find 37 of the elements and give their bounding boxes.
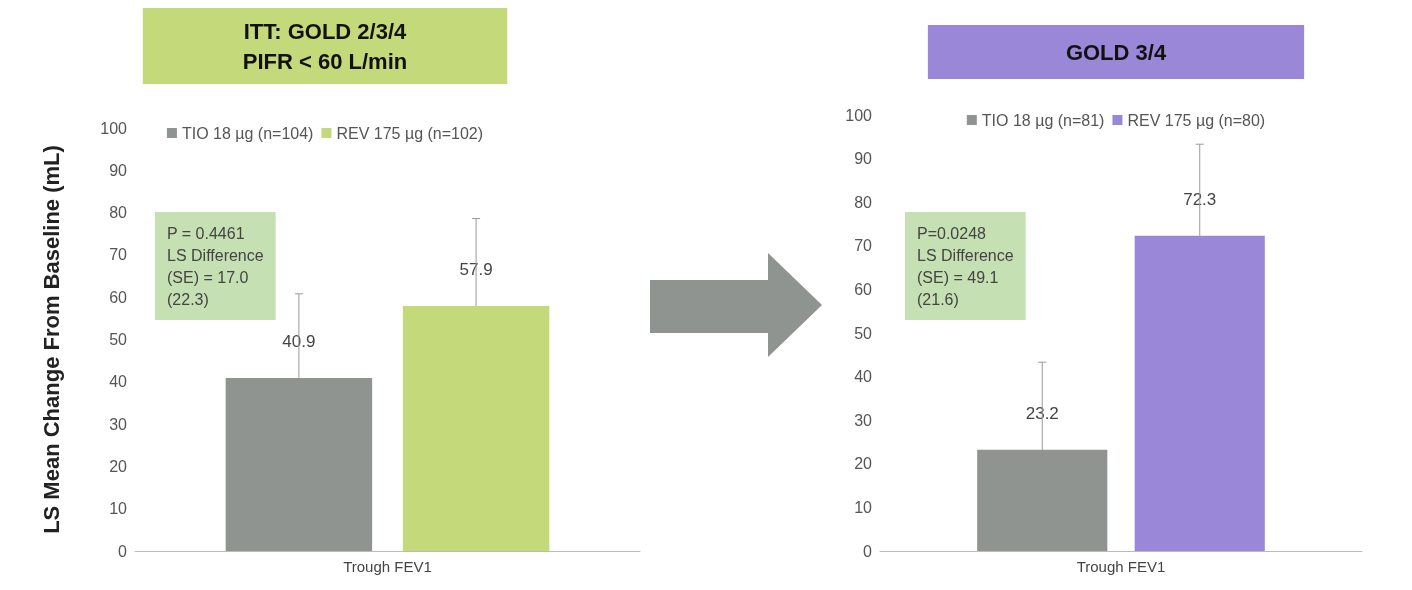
y-tick-label: 40 (854, 368, 873, 386)
annotation: P = 0.4461 LS Difference (SE) = 17.0 (22.3) (167, 224, 264, 308)
x-tick-label: Trough FEV1 (343, 558, 432, 575)
data-label: 72.3 (1183, 189, 1217, 209)
y-tick-label: 0 (118, 542, 128, 560)
legend-label: REV 175 µg (n=102) (336, 124, 484, 142)
data-label: 40.9 (282, 331, 316, 351)
legend-label: REV 175 µg (n=80) (1127, 111, 1266, 129)
y-tick-label: 50 (854, 324, 873, 342)
legend-label: TIO 18 µg (n=81) (981, 111, 1105, 129)
legend-label: TIO 18 µg (n=104) (181, 124, 314, 142)
y-tick-label: 10 (109, 500, 128, 518)
y-tick-label: 40 (109, 373, 128, 391)
y-axis-title: LS Mean Change From Baseline (mL) (38, 145, 64, 534)
y-tick-label: 70 (109, 246, 128, 264)
chart-title: ITT: GOLD 2/3/4 PIFR < 60 L/min (242, 18, 408, 74)
annotation: P=0.0248 LS Difference (SE) = 49.1 (21.6) (917, 224, 1014, 308)
y-tick-label: 90 (109, 161, 128, 179)
data-label: 23.2 (1025, 403, 1059, 423)
y-tick-label: 10 (854, 498, 873, 516)
y-tick-label: 100 (100, 119, 128, 137)
data-label: 57.9 (459, 260, 493, 280)
y-tick-label: 80 (854, 193, 873, 211)
y-tick-label: 70 (854, 237, 873, 255)
y-tick-label: 60 (109, 288, 128, 306)
y-tick-label: 30 (854, 411, 873, 429)
y-tick-label: 90 (854, 150, 873, 168)
y-tick-label: 30 (109, 415, 128, 433)
y-tick-label: 100 (845, 106, 873, 124)
chart-title: GOLD 3/4 (1065, 39, 1167, 65)
y-tick-label: 80 (109, 204, 128, 222)
y-tick-label: 50 (109, 331, 128, 348)
y-tick-label: 0 (863, 542, 873, 560)
y-tick-label: 60 (854, 280, 873, 298)
y-tick-label: 20 (854, 455, 873, 473)
y-tick-label: 20 (109, 457, 128, 475)
x-tick-label: Trough FEV1 (1076, 558, 1166, 575)
